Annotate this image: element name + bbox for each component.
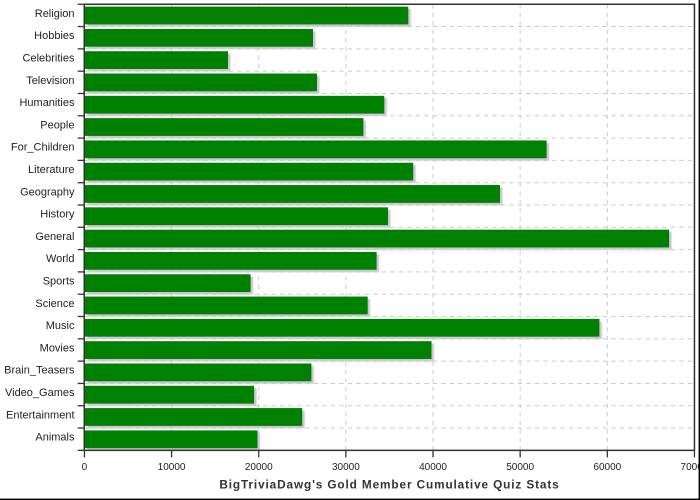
svg-text:70000: 70000	[681, 462, 700, 473]
svg-text:History: History	[40, 209, 75, 221]
svg-text:Television: Television	[26, 75, 74, 87]
svg-text:Movies: Movies	[40, 342, 75, 354]
svg-text:Brain_Teasers: Brain_Teasers	[4, 365, 75, 377]
svg-text:Sports: Sports	[43, 276, 75, 288]
svg-text:50000: 50000	[506, 462, 534, 473]
svg-text:People: People	[40, 119, 74, 131]
svg-text:World: World	[46, 253, 75, 265]
svg-text:10000: 10000	[158, 462, 186, 473]
svg-text:General: General	[35, 231, 74, 243]
svg-text:BigTriviaDawg's Gold Member Cu: BigTriviaDawg's Gold Member Cumulative Q…	[219, 477, 559, 491]
svg-text:20000: 20000	[245, 462, 273, 473]
svg-text:60000: 60000	[593, 462, 621, 473]
svg-text:Celebrities: Celebrities	[23, 52, 75, 64]
svg-text:Music: Music	[46, 320, 75, 332]
svg-text:For_Children: For_Children	[11, 142, 75, 154]
svg-text:Entertainment: Entertainment	[6, 409, 74, 421]
svg-text:30000: 30000	[332, 462, 360, 473]
svg-text:Animals: Animals	[35, 432, 75, 444]
svg-text:Geography: Geography	[20, 186, 75, 198]
svg-text:Hobbies: Hobbies	[34, 30, 75, 42]
svg-text:Religion: Religion	[35, 8, 75, 20]
svg-text:40000: 40000	[419, 462, 447, 473]
svg-text:Literature: Literature	[28, 164, 74, 176]
svg-text:Science: Science	[35, 298, 74, 310]
svg-text:Humanities: Humanities	[19, 97, 75, 109]
svg-text:0: 0	[82, 462, 88, 473]
svg-text:Video_Games: Video_Games	[5, 387, 75, 399]
